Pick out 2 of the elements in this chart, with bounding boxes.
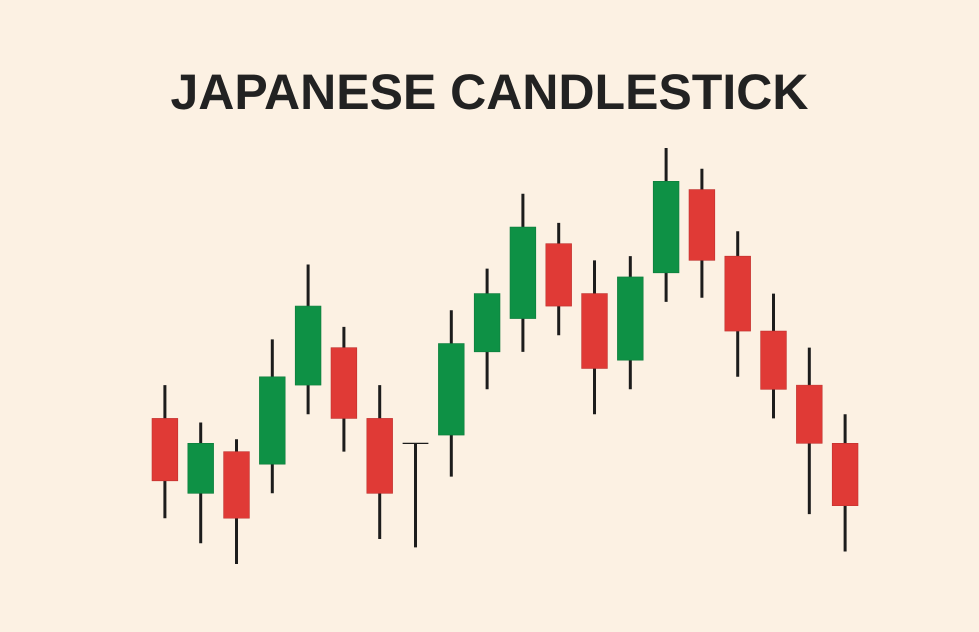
chart-title: JAPANESE CANDLESTICK	[171, 74, 808, 110]
candlestick	[402, 442, 429, 548]
